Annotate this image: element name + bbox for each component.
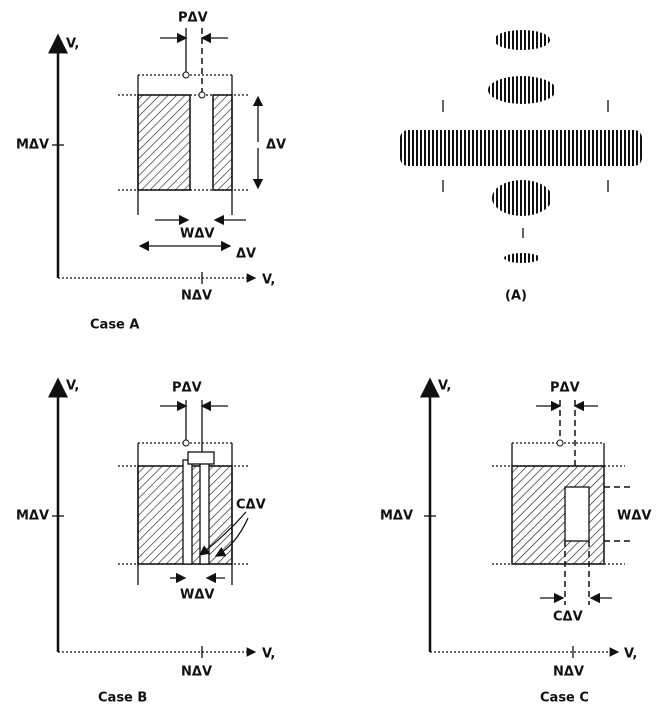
fringe (504, 253, 540, 263)
width-label: ΔV (236, 247, 256, 262)
hatched-region (512, 466, 604, 564)
fringe (492, 180, 552, 216)
caption: (A) (505, 289, 527, 304)
point (183, 72, 189, 78)
n-label: NΔV (181, 665, 212, 680)
caption: Case A (90, 318, 139, 333)
window (565, 487, 589, 541)
fringe (488, 76, 556, 104)
caption: Case B (98, 691, 147, 706)
y-axis-label: V, (66, 379, 79, 394)
p-label: PΔV (550, 381, 580, 396)
x-axis-label: V, (262, 273, 275, 288)
m-label: MΔV (16, 138, 49, 153)
x-axis-label: V, (624, 647, 637, 662)
w-label: WΔV (617, 509, 651, 524)
point (199, 92, 205, 98)
case-c: V, V, MΔV PΔV WΔV CΔV NΔV Case C (380, 379, 651, 706)
hatched-region (138, 95, 190, 190)
c-label: CΔV (236, 498, 266, 513)
w-label: WΔV (180, 227, 214, 242)
caption: Case C (540, 691, 589, 706)
p-label: PΔV (178, 11, 208, 26)
pattern: (A) (400, 30, 642, 304)
w-label: WΔV (180, 588, 214, 603)
n-label: NΔV (553, 665, 584, 680)
c-label: CΔV (553, 610, 583, 625)
n-label: NΔV (181, 289, 212, 304)
hatched-region (213, 95, 232, 190)
case-b: V, V, MΔV PΔV CΔV WΔV NΔV Case B (16, 379, 275, 706)
slit (183, 460, 192, 564)
p-label: PΔV (172, 381, 202, 396)
point (183, 440, 189, 446)
fringe (400, 130, 642, 166)
height-label: ΔV (266, 138, 286, 153)
x-axis-label: V, (262, 647, 275, 662)
m-label: MΔV (380, 509, 413, 524)
case-a: V, V, MΔV PΔV ΔV WΔV ΔV NΔV Case A (16, 11, 286, 333)
y-axis-label: V, (438, 379, 451, 394)
m-label: MΔV (16, 509, 49, 524)
bridge (188, 452, 214, 464)
y-axis-label: V, (66, 37, 79, 52)
point (557, 440, 563, 446)
figure: V, V, MΔV PΔV ΔV WΔV ΔV NΔV Case A (A) V… (0, 0, 659, 706)
fringe (494, 30, 550, 50)
